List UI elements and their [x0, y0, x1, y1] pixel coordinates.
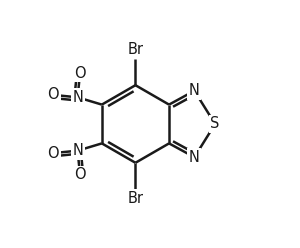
Text: S: S	[210, 117, 220, 131]
Text: N: N	[189, 150, 200, 165]
Text: O: O	[48, 146, 59, 161]
Text: O: O	[48, 87, 59, 102]
Text: Br: Br	[128, 191, 143, 206]
Text: N: N	[72, 90, 83, 105]
Text: N: N	[72, 143, 83, 158]
Text: O: O	[74, 65, 86, 81]
Text: O: O	[74, 167, 86, 183]
Text: Br: Br	[128, 42, 143, 57]
Text: N: N	[189, 83, 200, 98]
